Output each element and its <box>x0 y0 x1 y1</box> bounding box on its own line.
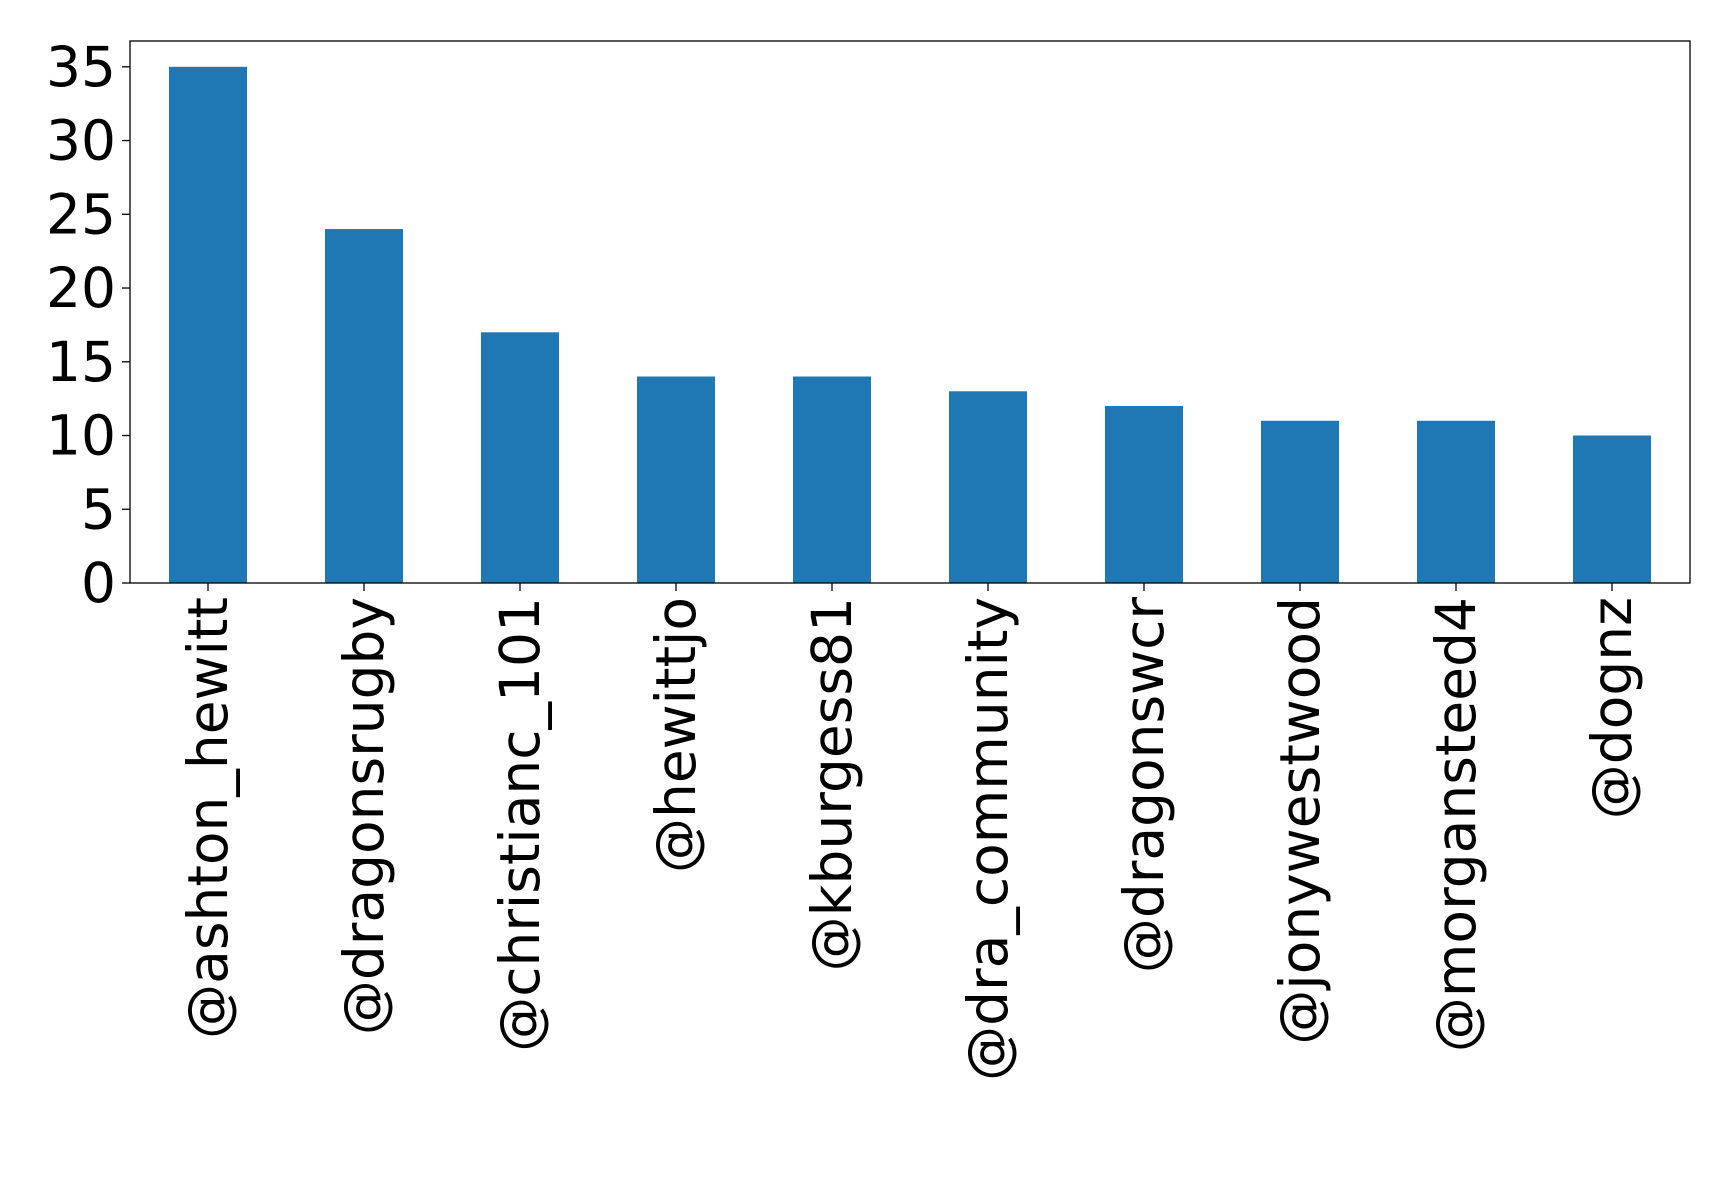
x-axis: @ashton_hewitt @dragonsrugby @christianc_1… <box>176 583 1644 1081</box>
x-tick-label: @dragonsrugby <box>332 597 396 1035</box>
y-tick-label: 0 <box>81 551 116 615</box>
x-tick-label: @kburgess81 <box>800 597 864 971</box>
bars-layer <box>169 66 1651 584</box>
y-tick-label: 35 <box>46 35 116 99</box>
y-tick-label: 25 <box>46 182 116 246</box>
y-tick-label: 15 <box>46 330 116 394</box>
y-tick-label: 10 <box>46 404 116 468</box>
bar <box>481 332 559 583</box>
x-tick-label: @dra_community <box>956 597 1020 1081</box>
bar <box>1573 435 1651 583</box>
y-tick-label: 5 <box>81 477 116 541</box>
y-tick-label: 20 <box>46 256 116 320</box>
y-tick-label: 30 <box>46 109 116 173</box>
bar <box>1261 420 1339 583</box>
bar <box>169 66 247 583</box>
bar <box>1105 406 1183 583</box>
x-tick-label: @dognz <box>1580 597 1644 819</box>
x-tick-label: @jonywestwood <box>1268 597 1332 1045</box>
bar <box>793 376 871 583</box>
x-tick-label: @hewittjo <box>644 597 708 873</box>
bar <box>949 391 1027 583</box>
y-axis: 0 5 10 15 20 25 30 35 <box>46 35 130 615</box>
x-tick-label: @dragonswcr <box>1112 597 1176 974</box>
bar <box>637 376 715 583</box>
plot-frame <box>129 40 1691 584</box>
bar <box>1417 420 1495 583</box>
x-tick-label: @ashton_hewitt <box>176 597 240 1039</box>
bar <box>325 229 403 584</box>
x-tick-label: @christianc_101 <box>488 597 552 1052</box>
x-tick-label: @morgansteed4 <box>1424 597 1488 1052</box>
